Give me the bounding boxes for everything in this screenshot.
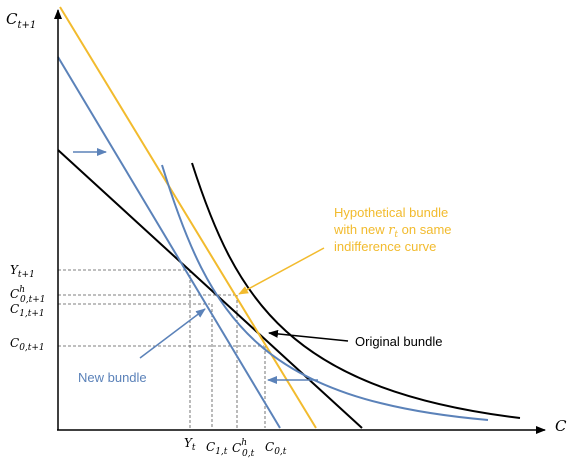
- hypothetical-bundle-arrow: [238, 247, 325, 295]
- new-bundle-label: New bundle: [78, 370, 147, 385]
- y-tick-income: Yt+1: [10, 263, 35, 280]
- hypothetical-label-line-2: with new rt on same: [333, 222, 452, 240]
- y-tick-hypothetical-consumption: Ch 0,t+1: [10, 285, 45, 305]
- guide-lines: [58, 269, 266, 428]
- x-tick-original-consumption: C0,t: [265, 440, 287, 457]
- original-bundle-label: Original bundle: [355, 334, 442, 349]
- original-indifference-curve: [191, 162, 521, 419]
- axes: [54, 9, 546, 434]
- new-budget-line: [57, 56, 281, 429]
- new-indifference-curve: [161, 164, 489, 421]
- hypothetical-bundle-label: Hypothetical bundle with new rt on same …: [333, 205, 452, 254]
- hypothetical-label-line-1: Hypothetical bundle: [334, 205, 448, 220]
- x-axis-label: C: [555, 417, 567, 435]
- original-budget-line: [57, 149, 363, 429]
- x-tick-income: Yt: [184, 436, 196, 453]
- original-bundle-arrow: [268, 329, 349, 342]
- x-tick-hypothetical-consumption: Ch 0,t: [232, 438, 255, 459]
- new-bundle-arrow: [139, 308, 206, 359]
- hypothetical-budget-line: [59, 6, 317, 429]
- y-axis-label: Ct+1: [6, 10, 36, 31]
- x-tick-new-consumption: C1,t: [206, 440, 228, 457]
- y-tick-new-consumption: C1,t+1: [10, 302, 45, 319]
- hypothetical-label-line-3: indifference curve: [334, 239, 436, 254]
- y-tick-original-consumption: C0,t+1: [10, 336, 45, 353]
